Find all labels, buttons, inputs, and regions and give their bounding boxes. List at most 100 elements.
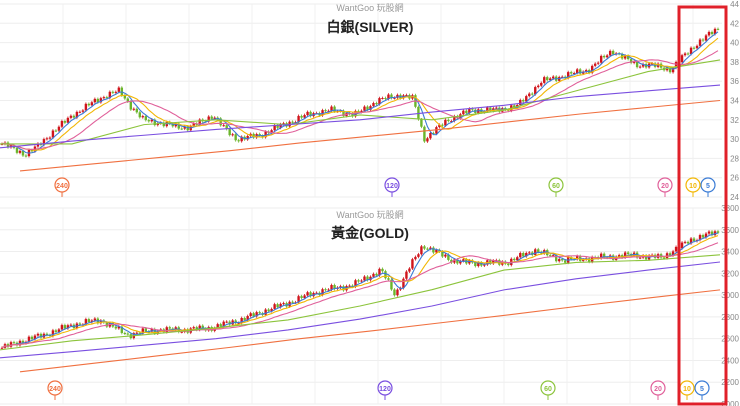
candle-body <box>72 115 76 118</box>
candle <box>396 288 399 297</box>
candle-body <box>63 121 67 123</box>
candle-body <box>531 93 534 95</box>
candle-body <box>543 77 546 83</box>
candle <box>426 247 429 251</box>
y-tick-label: 42 <box>730 19 739 28</box>
candle-body <box>468 108 471 114</box>
candle-body <box>596 62 600 64</box>
candle <box>710 30 714 36</box>
candle-body <box>138 332 142 334</box>
candle-body <box>357 280 360 282</box>
candle-body <box>18 150 22 153</box>
candle <box>707 230 711 235</box>
candle-body <box>54 330 58 332</box>
candle-body <box>300 115 303 118</box>
candle-body <box>698 39 702 46</box>
candle <box>78 110 82 114</box>
candle <box>537 84 540 89</box>
candle <box>578 67 582 76</box>
candle-body <box>683 53 687 56</box>
candle-body <box>180 331 183 333</box>
candle-body <box>222 125 225 127</box>
candle-body <box>447 119 450 122</box>
candle-body <box>638 66 642 68</box>
candle-body <box>390 279 393 290</box>
candle <box>180 127 183 131</box>
candle <box>381 96 384 100</box>
candle-body <box>213 117 216 119</box>
candle-body <box>48 137 52 139</box>
candle <box>447 118 450 123</box>
candle-body <box>465 110 468 114</box>
candle-body <box>138 112 142 118</box>
candle-body <box>333 285 336 289</box>
candle-body <box>360 110 363 112</box>
candle-body <box>384 98 387 100</box>
candle-body <box>525 96 528 102</box>
candle <box>423 125 426 143</box>
candle-body <box>321 110 324 116</box>
candle <box>234 132 237 142</box>
candle-body <box>369 106 372 110</box>
candle-body <box>63 325 67 329</box>
candle <box>60 119 64 129</box>
candle <box>710 230 714 237</box>
candle-body <box>405 94 408 96</box>
candle-body <box>683 241 687 243</box>
candle-body <box>60 325 64 330</box>
y-tick-label: 2400 <box>721 356 739 365</box>
candle <box>384 269 387 280</box>
ma-20-marker: 20 <box>657 177 673 197</box>
candle-body <box>617 255 621 257</box>
candle-body <box>117 87 121 92</box>
candle-body <box>234 134 237 141</box>
candle-body <box>105 322 109 327</box>
candle-body <box>327 289 330 291</box>
candle-body <box>9 145 13 148</box>
candle-body <box>575 69 579 74</box>
candle-body <box>635 252 639 258</box>
candle-body <box>528 93 531 97</box>
candle <box>249 311 252 318</box>
marker-label: 60 <box>552 183 560 190</box>
candle-body <box>381 268 384 272</box>
candle-body <box>408 268 411 272</box>
candle <box>411 257 414 270</box>
candle-body <box>258 312 261 314</box>
candle <box>177 122 180 130</box>
candle-body <box>701 235 705 238</box>
candle-body <box>629 59 633 63</box>
candle-body <box>480 262 483 266</box>
candle <box>261 134 264 139</box>
candle-body <box>195 327 198 330</box>
candle-body <box>638 257 642 259</box>
candle-body <box>513 105 516 108</box>
candle-body <box>710 231 714 236</box>
candle-body <box>39 333 43 338</box>
y-tick-label: 3000 <box>721 291 739 300</box>
candle <box>513 257 516 262</box>
candle-body <box>165 327 168 333</box>
candle-body <box>36 143 40 147</box>
candle-body <box>45 333 49 335</box>
candle-body <box>33 335 37 340</box>
y-tick-label: 2800 <box>721 313 739 322</box>
candle-body <box>144 328 147 332</box>
candle <box>144 114 147 122</box>
candle-body <box>276 125 279 128</box>
candle-body <box>351 113 354 117</box>
candle-body <box>462 259 465 262</box>
candle-body <box>387 278 390 280</box>
candle-body <box>117 326 121 329</box>
candle-body <box>611 50 615 55</box>
candle-body <box>441 251 444 257</box>
marker-label: 240 <box>49 386 61 393</box>
candle-body <box>599 253 603 259</box>
candle-body <box>330 285 333 290</box>
candle-body <box>387 94 390 100</box>
candle-body <box>141 328 145 334</box>
silver-chart: WantGoo 玩股網 白銀(SILVER) 44 42 40 38 36 34 32 30 2… <box>0 0 740 202</box>
candle <box>498 258 501 267</box>
ma-240-line <box>19 99 721 172</box>
candle <box>381 267 384 273</box>
